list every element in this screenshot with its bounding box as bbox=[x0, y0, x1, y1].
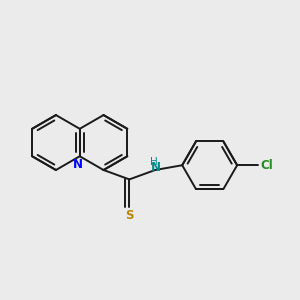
Text: Cl: Cl bbox=[260, 159, 273, 172]
Text: S: S bbox=[125, 209, 134, 222]
Text: N: N bbox=[73, 158, 83, 171]
Text: N: N bbox=[151, 160, 161, 173]
Text: H: H bbox=[150, 157, 158, 166]
